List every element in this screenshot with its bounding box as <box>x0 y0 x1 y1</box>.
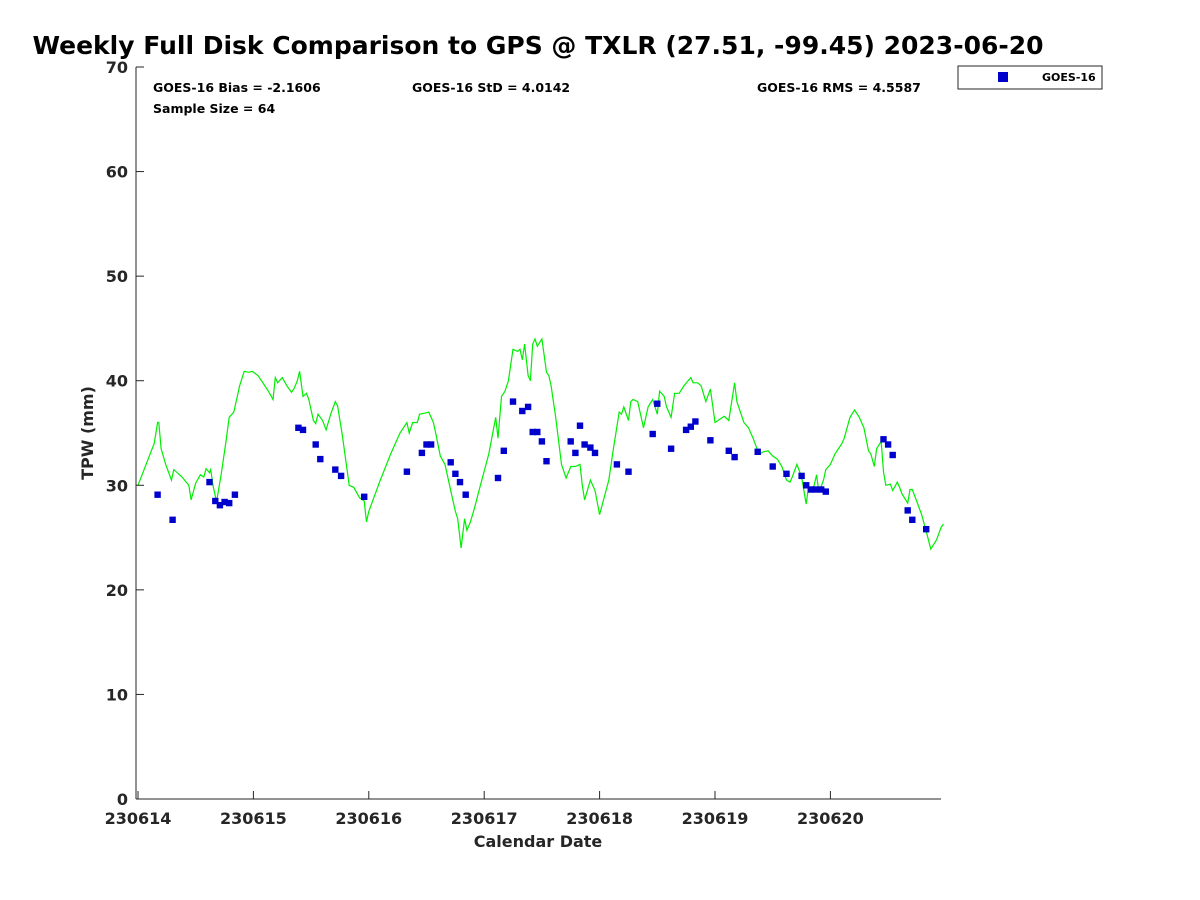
goes-data-point <box>534 428 541 436</box>
goes-data-point <box>226 499 233 507</box>
goes-data-point <box>423 441 430 448</box>
goes-data-point <box>725 447 732 454</box>
x-ticks: 230614 230615 230616 230617 230618 230619 2306… <box>105 791 864 828</box>
goes-data-point <box>923 526 930 533</box>
goes-data-point <box>803 482 810 489</box>
goes-data-point <box>649 430 656 438</box>
goes-data-point <box>169 516 176 523</box>
y-tick-label: 40 <box>106 372 128 391</box>
goes-data-point <box>731 453 738 461</box>
goes-data-point <box>299 426 307 434</box>
goes-data-point <box>822 488 829 495</box>
x-tick-label: 230614 <box>105 809 172 828</box>
goes-data-point <box>221 498 228 506</box>
goes-data-point <box>754 448 761 455</box>
stat-bias: GOES-16 Bias = -2.1606 <box>153 80 321 95</box>
goes-data-point <box>212 497 219 505</box>
goes-data-point <box>798 472 805 480</box>
legend-box <box>957 65 1103 90</box>
stat-rms: GOES-16 RMS = 4.5587 <box>757 80 921 95</box>
plot-area: 0 10 20 30 40 50 60 70 230614 230615 230616 230617… <box>105 58 944 828</box>
goes-data-point <box>904 507 911 514</box>
goes-series-layer <box>154 398 930 533</box>
legend: GOES-16 <box>957 65 1103 90</box>
goes-data-point <box>880 436 887 443</box>
goes-data-point <box>581 441 588 448</box>
goes-data-point <box>337 472 345 480</box>
goes-data-point <box>509 398 517 405</box>
x-tick-label: 230620 <box>797 809 864 828</box>
x-axis-label: Calendar Date <box>474 832 603 851</box>
goes-data-point <box>317 455 324 463</box>
goes-data-point <box>462 491 469 498</box>
goes-data-point <box>783 470 790 477</box>
legend-label-goes: GOES-16 <box>1042 71 1096 84</box>
goes-data-point <box>231 491 239 498</box>
goes-data-point <box>332 466 339 473</box>
y-tick-label: 30 <box>106 476 128 495</box>
goes-data-point <box>587 444 594 451</box>
goes-data-point <box>524 403 532 411</box>
goes-data-point <box>812 486 819 493</box>
stat-std: GOES-16 StD = 4.0142 <box>412 80 570 95</box>
goes-data-point <box>687 423 694 430</box>
goes-data-point <box>572 449 579 457</box>
goes-data-point <box>216 502 224 509</box>
goes-data-point <box>403 468 411 475</box>
y-tick-label: 0 <box>117 790 128 809</box>
goes-data-point <box>889 451 896 459</box>
goes-data-point <box>884 441 892 448</box>
goes-data-point <box>707 437 714 444</box>
x-tick-label: 230616 <box>335 809 402 828</box>
goes-data-point <box>206 478 213 486</box>
goes-data-point <box>543 458 550 465</box>
goes-data-point <box>456 478 464 486</box>
goes-data-point <box>361 493 368 500</box>
goes-data-point <box>818 486 825 493</box>
y-tick-label: 60 <box>106 163 128 182</box>
x-tick-label: 230619 <box>682 809 749 828</box>
goes-data-point <box>500 447 507 454</box>
stat-sample-size: Sample Size = 64 <box>153 101 275 116</box>
goes-data-point <box>909 516 916 523</box>
chart-title: Weekly Full Disk Comparison to GPS @ TXL… <box>32 31 1043 60</box>
y-ticks: 0 10 20 30 40 50 60 70 <box>106 58 144 809</box>
goes-data-point <box>529 428 536 436</box>
goes-data-point <box>769 463 776 470</box>
goes-data-point <box>682 426 690 434</box>
y-tick-label: 50 <box>106 267 128 286</box>
goes-data-point <box>452 470 459 477</box>
goes-data-point <box>576 422 584 429</box>
goes-data-point <box>567 438 574 445</box>
goes-data-point <box>667 445 675 452</box>
y-tick-label: 20 <box>106 581 128 600</box>
goes-data-point <box>807 486 814 493</box>
stats-box: GOES-16 Bias = -2.1606 GOES-16 StD = 4.0… <box>153 80 921 116</box>
goes-data-point <box>427 441 435 448</box>
goes-data-point <box>654 400 661 407</box>
x-tick-label: 230618 <box>566 809 633 828</box>
goes-data-point <box>613 461 621 468</box>
goes-data-point <box>418 449 426 457</box>
x-tick-label: 230615 <box>220 809 287 828</box>
goes-data-point <box>591 449 599 457</box>
x-tick-label: 230617 <box>451 809 518 828</box>
goes-data-point <box>295 424 302 431</box>
goes-data-point <box>625 468 632 475</box>
goes-data-point <box>312 441 319 448</box>
y-tick-label: 10 <box>106 685 128 704</box>
y-tick-label: 70 <box>106 58 128 77</box>
goes-data-point <box>447 459 454 466</box>
legend-marker-goes <box>998 72 1008 82</box>
y-axis-label: TPW (mm) <box>78 386 97 480</box>
goes-data-point <box>519 407 526 415</box>
goes-data-point <box>538 438 546 445</box>
goes-data-point <box>154 491 161 498</box>
goes-data-point <box>692 418 699 425</box>
goes-data-point <box>494 474 502 482</box>
